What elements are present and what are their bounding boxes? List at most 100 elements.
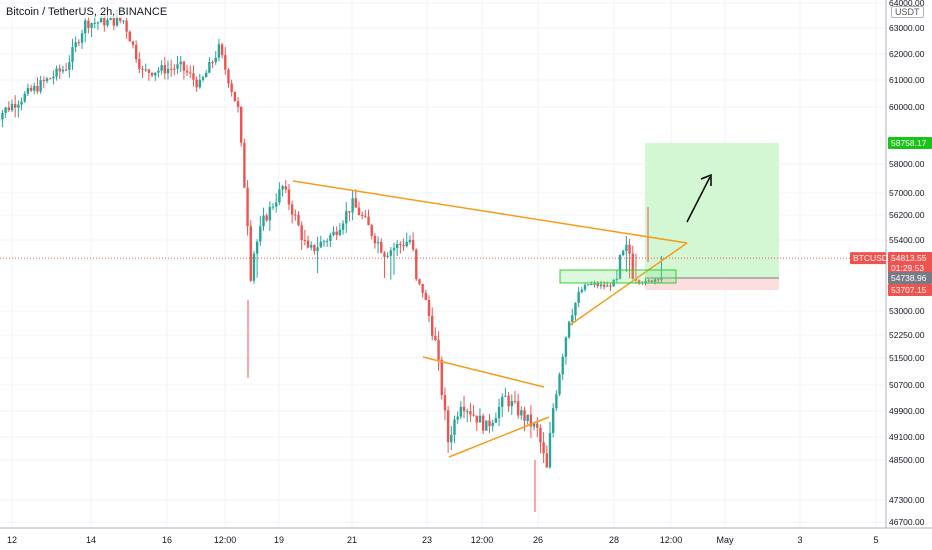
candle-body — [310, 244, 313, 248]
time-axis: 12 14 16 12:00 19 21 23 12:00 26 28 12:00 May 3 5 — [0, 527, 932, 550]
candle-body — [185, 70, 189, 73]
candle-body — [306, 240, 310, 248]
candle-body — [536, 423, 539, 428]
candle-body — [586, 284, 590, 286]
currency-button[interactable]: USDT — [891, 6, 924, 18]
candle-body — [80, 33, 84, 43]
candle — [252, 251, 256, 284]
candle-body — [577, 291, 580, 303]
candle — [36, 77, 39, 94]
candle — [17, 100, 20, 118]
candle — [408, 235, 412, 245]
candle — [182, 60, 186, 80]
candle-body — [501, 396, 504, 407]
candle-body — [115, 17, 119, 26]
candle — [459, 400, 463, 420]
candle-body — [622, 250, 625, 256]
candle-body — [246, 187, 249, 227]
candle-body — [364, 215, 367, 217]
candle-body — [341, 223, 345, 230]
candle-body — [96, 22, 100, 24]
candle — [141, 65, 144, 79]
time-tick-label: 5 — [873, 535, 878, 545]
candle-body — [653, 279, 657, 283]
price-tick-label: 57000.00 — [889, 188, 925, 198]
candle-body — [602, 284, 606, 287]
candle-body — [434, 335, 437, 341]
candle — [240, 105, 243, 147]
candle-body — [74, 42, 77, 48]
candle — [61, 65, 65, 74]
candle-body — [303, 240, 307, 242]
candle — [574, 302, 577, 323]
candle — [364, 209, 367, 219]
candle — [399, 241, 402, 254]
candle-body — [399, 243, 402, 246]
candle — [558, 372, 561, 397]
trendline-upper — [292, 180, 688, 244]
candle-body — [236, 101, 240, 107]
candle-body — [504, 395, 507, 397]
candle-body — [418, 279, 421, 284]
candle — [380, 238, 383, 254]
candle-body — [606, 285, 609, 287]
candle-body — [520, 410, 523, 416]
candle-body — [408, 240, 412, 243]
candle-body — [224, 55, 227, 70]
trendline-lower — [448, 416, 550, 458]
candle-body — [657, 279, 660, 281]
candle — [567, 320, 571, 340]
candle-body — [255, 241, 259, 254]
candle — [144, 63, 147, 73]
candle-body — [367, 216, 370, 226]
candle — [376, 236, 380, 254]
candle — [431, 307, 434, 341]
candle-body — [169, 68, 173, 70]
stop-price-tag-bg — [888, 284, 932, 296]
candle-body — [134, 44, 138, 60]
candle-body — [71, 47, 74, 63]
candle — [179, 55, 182, 72]
candle-body — [542, 442, 545, 454]
candle — [520, 406, 523, 420]
candle-body — [49, 78, 52, 80]
candle — [345, 201, 348, 234]
candle-body — [478, 415, 482, 423]
last-price-tag-text: 54813.55 — [891, 253, 927, 263]
candle-body — [446, 410, 450, 443]
candle-body — [332, 231, 335, 236]
candle — [68, 55, 71, 78]
candle-body — [297, 214, 300, 226]
candle — [348, 211, 351, 222]
candle-body — [360, 214, 364, 216]
candle — [395, 240, 399, 257]
candle-body — [125, 20, 128, 32]
candle — [383, 251, 386, 279]
candle — [596, 280, 599, 289]
candle-body — [338, 229, 342, 236]
candle — [230, 79, 233, 97]
candle-body — [230, 83, 233, 92]
candle — [163, 56, 166, 80]
candle — [478, 408, 482, 423]
candle — [157, 67, 160, 78]
candle — [131, 40, 135, 49]
candle-body — [42, 80, 46, 82]
candle-body — [119, 17, 122, 21]
ticker-tag: BTCUSDT — [850, 252, 893, 265]
candle — [23, 91, 26, 104]
candle-body — [179, 61, 182, 65]
candle — [284, 179, 287, 193]
candle-body — [415, 249, 418, 280]
symbol-title[interactable]: Bitcoin / TetherUS, 2h, BINANCE — [4, 6, 170, 18]
candle — [564, 336, 568, 365]
candle-body — [386, 255, 389, 257]
candle — [434, 327, 437, 341]
candle-body — [39, 80, 42, 92]
candle — [96, 21, 100, 30]
candle-body — [87, 20, 90, 28]
time-tick-label: May — [716, 535, 734, 545]
candle-body — [10, 104, 14, 111]
